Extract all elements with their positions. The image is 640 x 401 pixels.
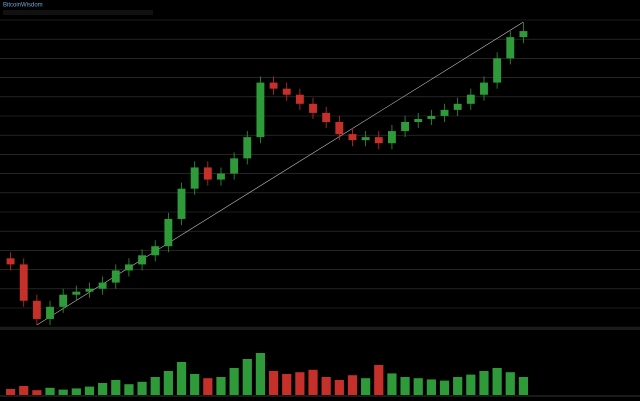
candle-body <box>6 258 15 265</box>
volume-bar <box>492 368 502 395</box>
candle-body <box>282 88 291 95</box>
volume-bar <box>163 371 173 395</box>
volume-bar <box>518 377 529 395</box>
candle-body <box>19 264 28 301</box>
candle-body <box>427 115 436 119</box>
volume-bar <box>466 374 476 395</box>
candle-body <box>32 300 41 319</box>
candle-body <box>480 82 488 95</box>
candle-body <box>269 82 278 89</box>
candle-body <box>164 218 173 247</box>
volume-bar <box>45 387 55 395</box>
candle-body <box>177 188 186 219</box>
candle-body <box>506 37 515 59</box>
candle-body <box>414 118 423 122</box>
candle-body <box>190 167 199 189</box>
volume-bar <box>479 371 489 395</box>
candle-body <box>124 264 133 271</box>
candle-body <box>374 137 383 144</box>
volume-bar <box>137 381 147 395</box>
volume-bar <box>387 373 397 395</box>
volume-bar <box>439 380 450 395</box>
volume-bar <box>453 377 463 395</box>
volume-bar <box>321 377 331 395</box>
candle-body <box>493 58 502 83</box>
candle-body <box>361 137 370 141</box>
volume-bar <box>426 379 436 395</box>
volume-bar <box>32 390 42 395</box>
volume-bar <box>295 372 305 395</box>
candle-body <box>453 103 462 110</box>
volume-bar <box>242 359 252 395</box>
volume-bar <box>150 377 160 395</box>
volume-bar <box>124 384 134 395</box>
candle-body <box>322 112 331 122</box>
candle-body <box>401 121 410 132</box>
volume-bar <box>374 365 384 395</box>
candle-body <box>203 167 212 180</box>
candle-body <box>217 173 225 180</box>
volume-bar <box>176 362 187 395</box>
volume-bar <box>111 380 121 395</box>
volume-bar <box>216 377 226 395</box>
candle-body <box>335 121 344 135</box>
volume-bar <box>58 389 68 395</box>
candle-body <box>466 94 475 104</box>
candle-body <box>387 131 396 144</box>
volume-bar <box>282 374 292 395</box>
candle-body <box>85 288 94 292</box>
candle-body <box>440 109 449 116</box>
candle-body <box>46 306 54 319</box>
volume-bar <box>84 386 95 395</box>
volume-bar <box>505 372 515 395</box>
volume-bar <box>255 353 266 395</box>
volume-bar <box>229 368 239 395</box>
candle-body <box>72 291 81 295</box>
volume-bar <box>361 378 371 395</box>
volume-bar <box>190 374 200 395</box>
candle-body <box>98 282 107 289</box>
volume-bar <box>268 371 279 395</box>
candle-body <box>138 255 147 265</box>
volume-bar <box>203 378 213 395</box>
candle-body <box>111 270 120 283</box>
candle-body <box>348 134 357 141</box>
chart-title: BitcoinWisdom <box>3 3 43 9</box>
volume-bar <box>71 388 81 395</box>
candle-body <box>59 294 68 307</box>
volume-bar <box>400 377 410 395</box>
volume-bar <box>413 378 423 395</box>
volume-bar <box>308 369 318 395</box>
candle-body <box>256 82 265 138</box>
volume-bar <box>98 383 108 395</box>
volume-bar <box>19 386 29 395</box>
volume-bar <box>5 389 16 395</box>
toolbar[interactable] <box>3 10 153 15</box>
candle-body <box>519 31 528 38</box>
candle-body <box>151 246 160 256</box>
candle-body <box>295 94 304 104</box>
candle-body <box>243 137 252 159</box>
candle-body <box>309 103 317 113</box>
candle-body <box>230 158 239 174</box>
volume-bar <box>347 375 358 395</box>
volume-bar <box>334 380 344 395</box>
